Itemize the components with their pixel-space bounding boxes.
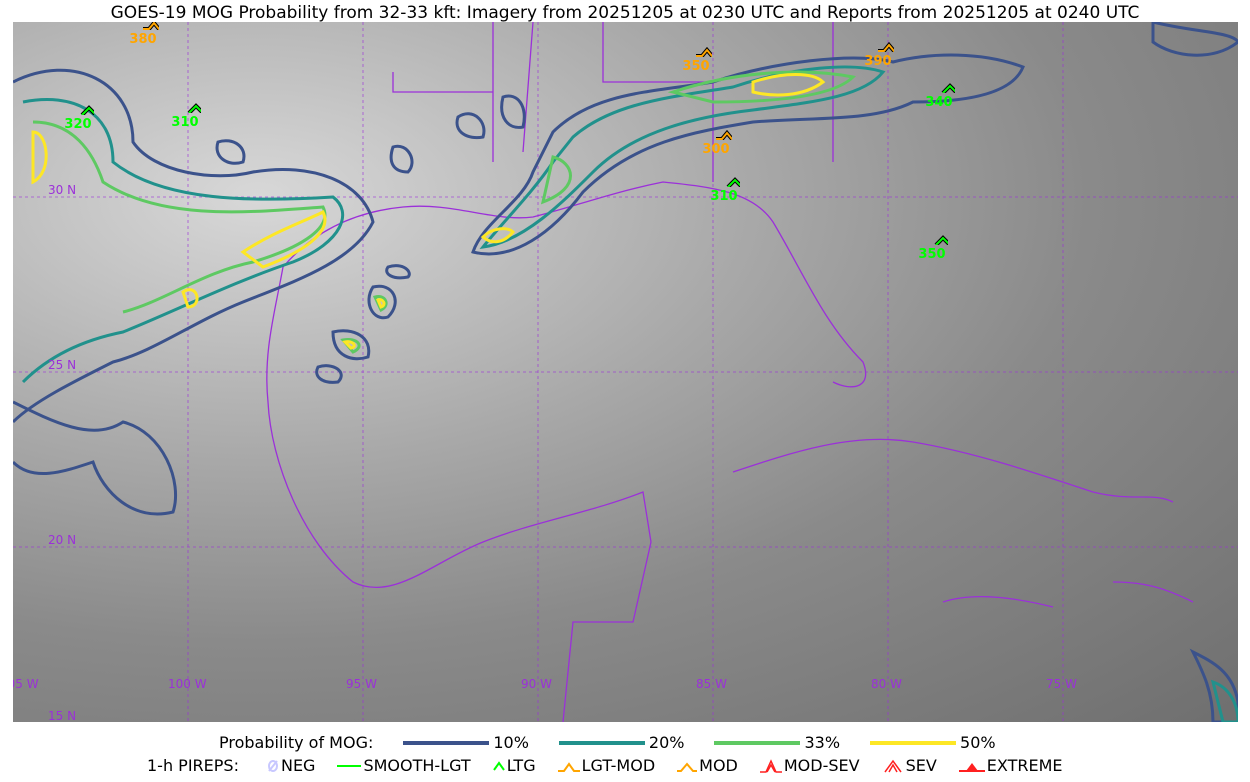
legend-swatch-20: [558, 740, 645, 745]
latitude-label: 25 N: [48, 358, 77, 372]
neg-icon: [267, 759, 278, 772]
longitude-label: 90 W: [521, 677, 552, 691]
longitude-label: 95 W: [346, 677, 377, 691]
legend-label: MOD-SEV: [783, 756, 860, 775]
legend-label: NEG: [280, 756, 316, 775]
mog-contours: [13, 22, 1238, 722]
longitude-label: 85 W: [696, 677, 727, 691]
pirep-altitude-label: 310: [171, 115, 199, 130]
pirep-altitude-label: 320: [64, 117, 92, 132]
legend-swatch-10: [403, 740, 490, 745]
mod-icon: [677, 761, 698, 772]
pirep-legend-title: 1-h PIREPS:: [147, 756, 239, 775]
legend-label: LGT-MOD: [581, 756, 656, 775]
legend-swatch-33: [714, 740, 801, 745]
ltg-pirep-icon: [187, 103, 201, 113]
ltg-pirep-icon: [726, 177, 740, 187]
legend-label: MOD: [699, 756, 738, 775]
longitude-label: 80 W: [871, 677, 902, 691]
figure-title: GOES-19 MOG Probability from 32-33 kft: …: [110, 3, 1140, 23]
legend-label: 50%: [960, 733, 996, 752]
longitude-label: 75 W: [1046, 677, 1077, 691]
legend-label: SMOOTH-LGT: [363, 756, 471, 775]
ltg-pirep-icon: [80, 105, 94, 115]
pirep-altitude-label: 350: [682, 59, 710, 74]
ltg-icon: [492, 760, 505, 771]
legend-label: 33%: [804, 733, 841, 752]
extreme-icon: [958, 762, 985, 772]
legend-label: LTG: [506, 756, 536, 775]
legend-label: 10%: [493, 733, 529, 752]
probability-legend-title: Probability of MOG:: [219, 733, 374, 752]
pirep-altitude-label: 350: [918, 247, 946, 262]
pirep-altitude-label: 380: [129, 32, 157, 47]
smooth-lgt-icon: [337, 764, 362, 767]
latitude-label: 20 N: [48, 533, 77, 547]
map-overlay: [13, 22, 1238, 722]
legend-label: EXTREME: [986, 756, 1063, 775]
pirep-altitude-label: 340: [925, 95, 953, 110]
lgt-mod-pirep-icon: [878, 42, 894, 52]
mod-sev-icon: [759, 758, 782, 773]
legend-label: 20%: [648, 733, 685, 752]
pirep-altitude-label: 310: [710, 189, 738, 204]
coastlines: [266, 22, 1194, 722]
legend-label: SEV: [905, 756, 937, 775]
probability-legend: Probability of MOG: 10% 20% 33% 50%: [0, 733, 1250, 752]
latitude-label: 30 N: [48, 183, 77, 197]
satellite-map: 30 N 25 N 20 N 15 N 105 W 100 W 95 W 90 …: [13, 22, 1238, 722]
lgt-mod-pirep-icon: [716, 130, 732, 140]
lgt-mod-pirep-icon: [143, 22, 159, 30]
lgt-mod-icon: [557, 761, 580, 772]
pirep-altitude-label: 390: [864, 54, 892, 69]
lgt-mod-pirep-icon: [696, 47, 712, 57]
pirep-legend: 1-h PIREPS: NEG SMOOTH-LGT LTG LGT-MOD M…: [0, 756, 1250, 775]
ltg-pirep-icon: [941, 83, 955, 93]
ltg-pirep-icon: [934, 235, 948, 245]
legend-swatch-50: [870, 740, 957, 745]
sev-icon: [883, 759, 902, 772]
pirep-altitude-label: 300: [702, 142, 730, 157]
longitude-label: 105 W: [13, 677, 39, 691]
longitude-label: 100 W: [168, 677, 207, 691]
latitude-label: 15 N: [48, 709, 77, 722]
